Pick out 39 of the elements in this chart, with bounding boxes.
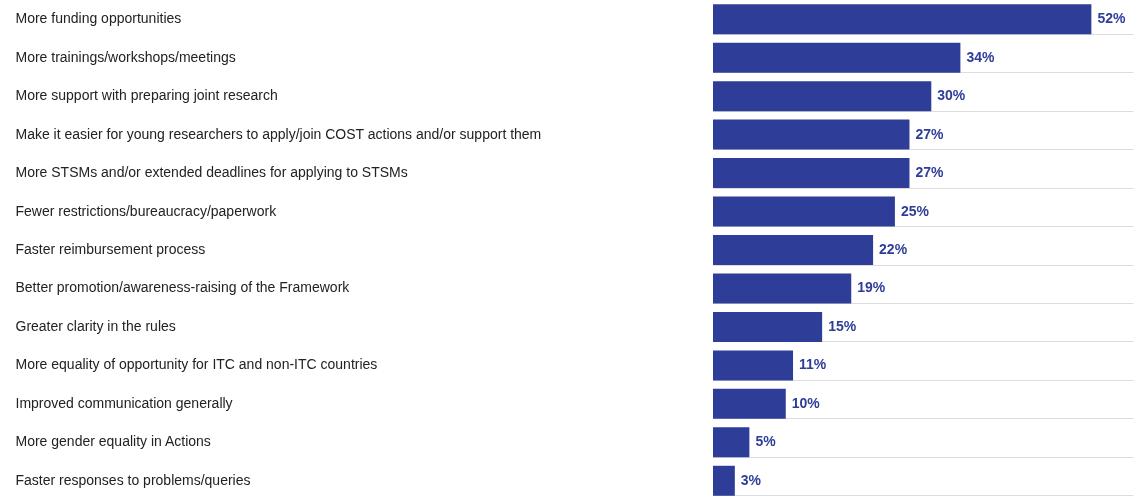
y-tick-label: Faster responses to problems/queries bbox=[15, 471, 251, 488]
bar bbox=[713, 465, 735, 496]
bar bbox=[713, 119, 910, 150]
y-tick-label: More funding opportunities bbox=[15, 10, 182, 27]
y-tick-label: Greater clarity in the rules bbox=[15, 317, 176, 334]
y-tick-label: More equality of opportunity for ITC and non-ITC countries bbox=[15, 356, 378, 373]
bar bbox=[713, 311, 823, 342]
data-label: 11% bbox=[799, 356, 827, 373]
data-label: 52% bbox=[1097, 10, 1126, 27]
data-label: 15% bbox=[828, 317, 857, 334]
y-tick-label: Faster reimbursement process bbox=[15, 241, 206, 257]
y-tick-label: More STSMs and/or extended deadlines for applying to STSMs bbox=[15, 164, 408, 181]
data-label: 30% bbox=[937, 87, 966, 104]
y-tick-label: More trainings/workshops/meetings bbox=[15, 48, 236, 65]
bar bbox=[713, 196, 895, 227]
bar bbox=[713, 81, 932, 112]
data-label: 3% bbox=[740, 471, 762, 488]
y-tick-label: Make it easier for young researchers to apply/join COST actions and/or support them bbox=[15, 125, 542, 142]
bar bbox=[713, 273, 852, 304]
bar bbox=[713, 427, 750, 458]
data-label: 27% bbox=[915, 125, 945, 142]
data-label: 5% bbox=[755, 433, 777, 450]
y-tick-label: More support with preparing joint research bbox=[15, 87, 278, 104]
data-label: 34% bbox=[966, 48, 995, 65]
data-label: 22% bbox=[879, 241, 908, 257]
data-label: 27% bbox=[915, 164, 945, 181]
bar bbox=[713, 42, 961, 73]
bar bbox=[713, 235, 874, 265]
y-tick-label: Fewer restrictions/bureaucracy/paperwork bbox=[15, 202, 278, 219]
bar bbox=[713, 4, 1092, 35]
data-label: 19% bbox=[857, 279, 886, 296]
bar bbox=[713, 350, 794, 381]
bar bbox=[713, 388, 786, 419]
data-label: 25% bbox=[900, 202, 930, 219]
y-tick-label: Improved communication generally bbox=[15, 394, 233, 411]
bar bbox=[713, 158, 910, 189]
y-tick-label: More gender equality in Actions bbox=[15, 433, 211, 450]
y-tick-label: Better promotion/awareness-raising of the Framework bbox=[15, 279, 351, 296]
data-label: 10% bbox=[791, 394, 821, 411]
